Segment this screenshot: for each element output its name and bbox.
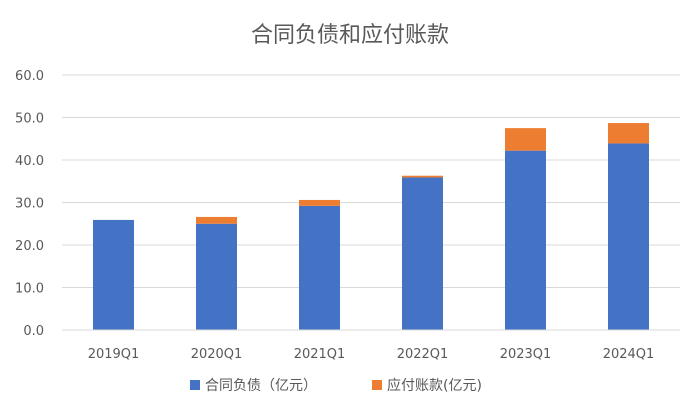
bar-accounts-payable-2020Q1: [196, 216, 237, 224]
y-tick-label: 10.0: [15, 282, 44, 297]
bar-contract-liabilities-2020Q1: [196, 223, 237, 330]
legend-label-accounts-payable: 应付账款(亿元): [387, 377, 482, 394]
x-tick-label: 2020Q1: [191, 347, 243, 362]
y-tick-label: 60.0: [15, 69, 44, 84]
legend-swatch-contract-liabilities: [190, 380, 200, 390]
bar-accounts-payable-2024Q1: [608, 123, 649, 144]
bar-contract-liabilities-2023Q1: [505, 150, 546, 330]
x-tick-label: 2023Q1: [500, 347, 552, 362]
x-tick-label: 2022Q1: [397, 347, 449, 362]
x-tick-label: 2024Q1: [603, 347, 655, 362]
x-axis-ticks: 2019Q1 2020Q1 2021Q1 2022Q1 2023Q1 2024Q1: [88, 347, 655, 362]
bar-contract-liabilities-2024Q1: [608, 143, 649, 330]
bar-accounts-payable-2021Q1: [299, 199, 340, 206]
bar-contract-liabilities-2019Q1: [93, 219, 134, 330]
bar-accounts-payable-2023Q1: [505, 128, 546, 151]
legend: 合同负债（亿元） 应付账款(亿元): [190, 377, 482, 394]
bar-contract-liabilities-2021Q1: [299, 205, 340, 330]
bar-contract-liabilities-2022Q1: [402, 177, 443, 330]
gridlines: [62, 74, 680, 288]
legend-label-contract-liabilities: 合同负债（亿元）: [205, 378, 317, 394]
bars: [93, 123, 649, 330]
bar-accounts-payable-2022Q1: [402, 175, 443, 178]
legend-swatch-accounts-payable: [372, 380, 382, 390]
x-tick-label: 2019Q1: [88, 347, 140, 362]
x-tick-label: 2021Q1: [294, 347, 346, 362]
y-tick-label: 20.0: [15, 239, 44, 254]
y-axis-ticks: 0.0 10.0 20.0 30.0 40.0 50.0 60.0: [15, 69, 44, 339]
y-tick-label: 30.0: [15, 197, 44, 212]
y-tick-label: 40.0: [15, 154, 44, 169]
y-tick-label: 0.0: [23, 324, 44, 339]
y-tick-label: 50.0: [15, 112, 44, 127]
chart-title: 合同负债和应付账款: [251, 23, 449, 48]
